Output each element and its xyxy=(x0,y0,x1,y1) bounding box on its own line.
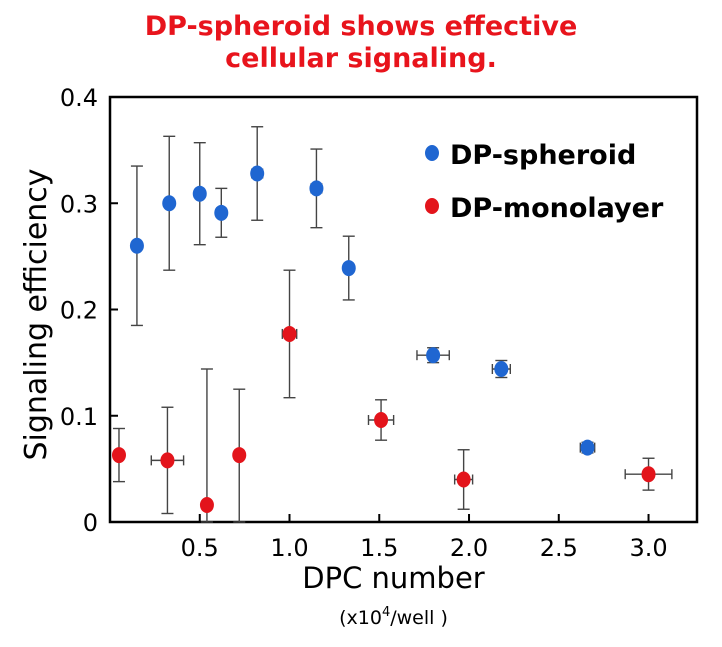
x-tick-label: 2.5 xyxy=(540,534,578,562)
dp-spheroid-point xyxy=(580,439,595,456)
y-tick-label: 0.1 xyxy=(60,403,98,431)
dp-spheroid-point xyxy=(426,347,441,364)
x-tick-label: 3.0 xyxy=(629,534,667,562)
legend-label: DP-spheroid xyxy=(450,140,636,171)
dp-spheroid-point xyxy=(192,185,207,202)
y-tick-label: 0.3 xyxy=(60,190,98,218)
dp-spheroid-point xyxy=(494,361,509,377)
x-unit-prefix: (x10 xyxy=(339,607,382,629)
x-axis-unit: (x104/well ) xyxy=(339,605,448,629)
dp-spheroid-point xyxy=(341,260,356,277)
dp-monolayer-point xyxy=(456,471,471,488)
dp-monolayer-point xyxy=(374,412,389,428)
dp-monolayer-point xyxy=(641,466,656,483)
x-tick-label: 1.0 xyxy=(270,534,308,562)
dp-spheroid-point xyxy=(309,180,324,197)
dp-monolayer-point xyxy=(282,325,297,342)
x-unit-suffix: /well ) xyxy=(390,607,448,629)
y-axis-label: Signaling efficiency xyxy=(19,168,54,460)
x-tick-label: 1.5 xyxy=(360,534,398,562)
x-tick-label: 0.5 xyxy=(181,534,219,562)
dp-monolayer-point xyxy=(199,497,214,513)
x-tick-label: 2.0 xyxy=(450,534,488,562)
legend-marker xyxy=(425,198,439,214)
dp-spheroid-point xyxy=(162,195,177,212)
chart-subtitle: cellular signaling. xyxy=(225,43,497,74)
legend-marker xyxy=(425,145,439,161)
dp-spheroid-point xyxy=(250,165,265,182)
dp-monolayer-point xyxy=(160,452,175,469)
dp-monolayer-point xyxy=(232,447,247,464)
y-tick-label: 0.4 xyxy=(60,84,98,112)
chart-title: DP-spheroid shows effective xyxy=(144,11,578,42)
x-unit-superscript: 4 xyxy=(382,605,390,620)
y-tick-label: 0.2 xyxy=(60,297,98,325)
legend-label: DP-monolayer xyxy=(450,193,664,224)
dp-spheroid-point xyxy=(129,237,144,254)
dp-monolayer-point xyxy=(111,447,126,464)
x-axis-label: DPC number xyxy=(302,561,485,595)
dp-spheroid-point xyxy=(214,204,229,221)
y-tick-label: 0 xyxy=(83,509,98,537)
